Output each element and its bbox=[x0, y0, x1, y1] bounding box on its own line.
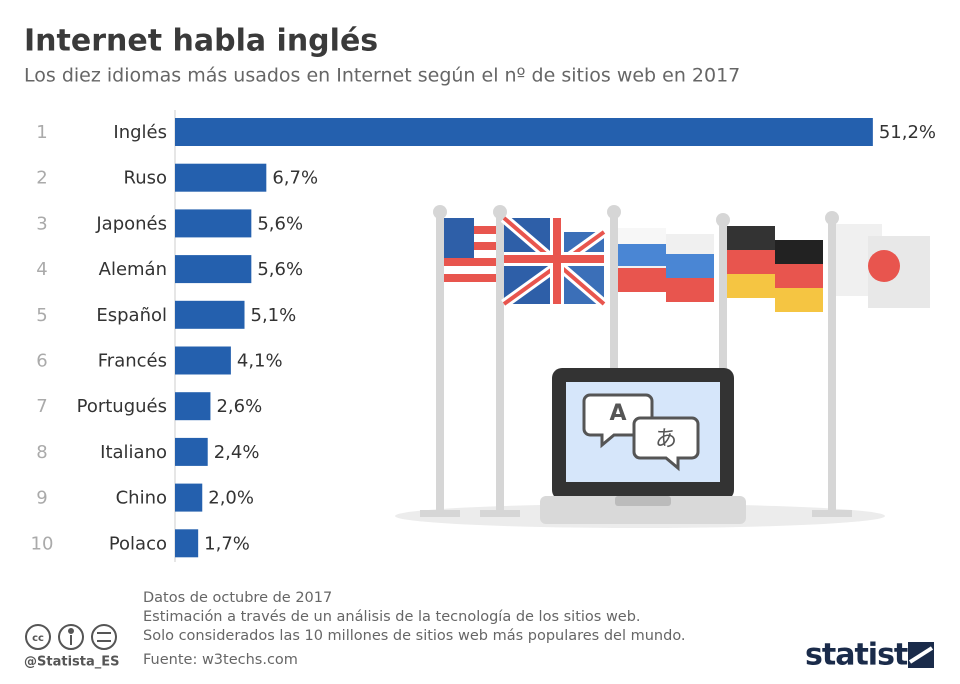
value-label: 5,1% bbox=[251, 305, 297, 326]
footnote: Solo considerados las 10 millones de sit… bbox=[143, 628, 686, 644]
bar bbox=[175, 437, 208, 466]
category-label: Portugués bbox=[77, 396, 167, 417]
illustration-text: A bbox=[609, 401, 626, 426]
bar bbox=[175, 300, 245, 329]
rank-label: 7 bbox=[36, 396, 47, 417]
rank-label: 4 bbox=[36, 259, 47, 280]
rank-label: 8 bbox=[36, 442, 47, 463]
rank-label: 5 bbox=[36, 305, 47, 326]
rank-label: 6 bbox=[36, 351, 47, 372]
footnote: Estimación a través de un análisis de la… bbox=[143, 609, 641, 625]
value-label: 2,0% bbox=[208, 488, 254, 509]
footnote: Fuente: w3techs.com bbox=[143, 652, 298, 668]
value-label: 5,6% bbox=[257, 213, 303, 234]
category-label: Alemán bbox=[99, 259, 167, 280]
value-label: 5,6% bbox=[257, 259, 303, 280]
license-icons: cc bbox=[25, 624, 117, 650]
rank-label: 3 bbox=[36, 213, 47, 234]
chart-title: Internet habla inglés bbox=[24, 24, 378, 59]
rank-label: 2 bbox=[36, 168, 47, 189]
handle: @Statista_ES bbox=[24, 655, 120, 670]
value-label: 51,2% bbox=[879, 122, 936, 143]
rank-label: 9 bbox=[36, 488, 47, 509]
value-label: 2,4% bbox=[214, 442, 260, 463]
bar bbox=[175, 483, 203, 512]
category-label: Ruso bbox=[124, 168, 168, 189]
bar bbox=[175, 392, 211, 421]
category-label: Italiano bbox=[100, 442, 167, 463]
brand-logo: statista bbox=[805, 638, 927, 673]
category-label: Francés bbox=[98, 351, 167, 372]
illustration-text: あ bbox=[655, 427, 677, 452]
bar bbox=[175, 255, 252, 284]
value-label: 1,7% bbox=[204, 533, 250, 554]
category-label: Polaco bbox=[109, 533, 167, 554]
category-label: Japonés bbox=[95, 213, 167, 234]
bar bbox=[175, 529, 199, 558]
rank-label: 1 bbox=[36, 122, 47, 143]
bar bbox=[175, 346, 231, 375]
illustration: A あ bbox=[395, 205, 930, 528]
value-label: 6,7% bbox=[272, 168, 318, 189]
value-label: 2,6% bbox=[216, 396, 262, 417]
footnote: Datos de octubre de 2017 bbox=[143, 590, 332, 606]
bar bbox=[175, 209, 252, 238]
category-label: Chino bbox=[116, 488, 167, 509]
rank-label: 10 bbox=[31, 533, 54, 554]
value-label: 4,1% bbox=[237, 351, 283, 372]
category-label: Inglés bbox=[113, 122, 167, 143]
bar bbox=[175, 118, 873, 146]
chart-subtitle: Los diez idiomas más usados en Internet … bbox=[24, 65, 740, 87]
bar bbox=[175, 163, 267, 192]
svg-text:cc: cc bbox=[32, 633, 44, 644]
brand-mark-stroke bbox=[908, 646, 934, 664]
category-label: Español bbox=[96, 305, 167, 326]
